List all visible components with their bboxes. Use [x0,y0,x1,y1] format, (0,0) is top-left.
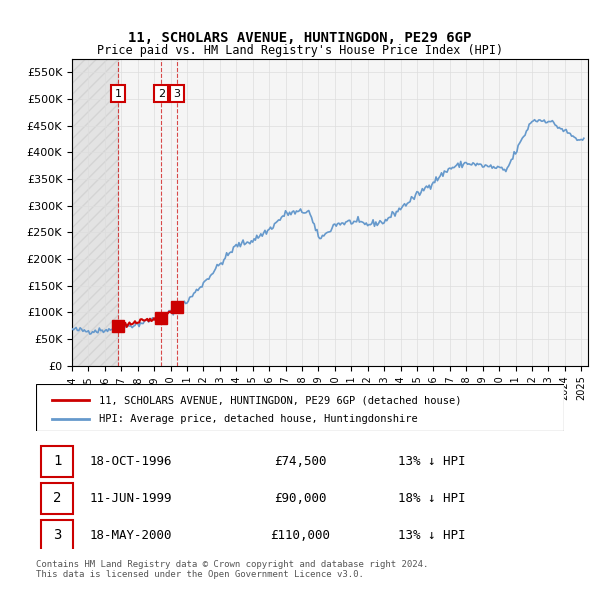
Bar [72,59,118,366]
Text: 11, SCHOLARS AVENUE, HUNTINGDON, PE29 6GP: 11, SCHOLARS AVENUE, HUNTINGDON, PE29 6G… [128,31,472,45]
FancyBboxPatch shape [41,483,73,514]
Text: 1: 1 [115,88,121,99]
Text: 18-MAY-2000: 18-MAY-2000 [90,529,172,542]
FancyBboxPatch shape [36,384,564,431]
Text: 11, SCHOLARS AVENUE, HUNTINGDON, PE29 6GP (detached house): 11, SCHOLARS AVENUE, HUNTINGDON, PE29 6G… [100,395,462,405]
Text: 13% ↓ HPI: 13% ↓ HPI [398,529,466,542]
FancyBboxPatch shape [41,520,73,551]
Text: 2: 2 [158,88,165,99]
Text: Price paid vs. HM Land Registry's House Price Index (HPI): Price paid vs. HM Land Registry's House … [97,44,503,57]
Text: HPI: Average price, detached house, Huntingdonshire: HPI: Average price, detached house, Hunt… [100,414,418,424]
Text: £90,000: £90,000 [274,491,326,505]
Text: 3: 3 [173,88,180,99]
Text: 1: 1 [53,454,61,468]
Text: Contains HM Land Registry data © Crown copyright and database right 2024.
This d: Contains HM Land Registry data © Crown c… [36,560,428,579]
Text: £74,500: £74,500 [274,455,326,468]
Text: 3: 3 [53,528,61,542]
FancyBboxPatch shape [41,445,73,477]
Text: 11-JUN-1999: 11-JUN-1999 [90,491,172,505]
Text: 18% ↓ HPI: 18% ↓ HPI [398,491,466,505]
Text: £110,000: £110,000 [270,529,330,542]
Text: 13% ↓ HPI: 13% ↓ HPI [398,455,466,468]
Text: 18-OCT-1996: 18-OCT-1996 [90,455,172,468]
Text: 2: 2 [53,491,61,505]
